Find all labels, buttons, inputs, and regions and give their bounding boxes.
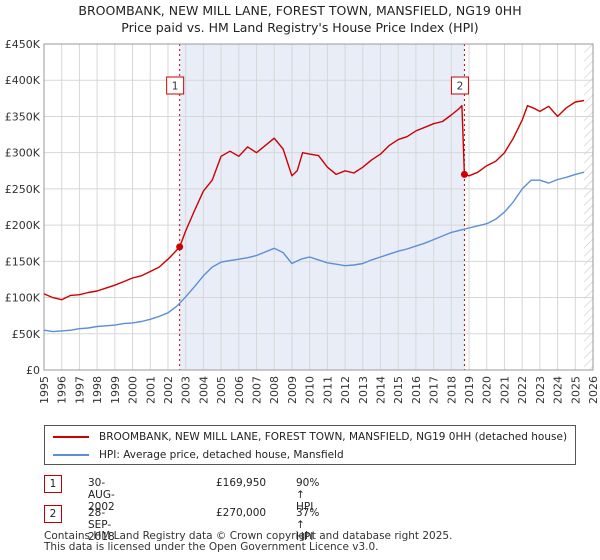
x-tick-label: 2019: [463, 376, 476, 404]
sale-hpi-change: 37% ↑ HPI: [296, 507, 320, 543]
plot-frame: [43, 43, 594, 371]
sale-date: 28-SEP-2018: [88, 507, 115, 543]
ownership-shade: [179, 44, 465, 370]
footer-copyright: Contains HM Land Registry data © Crown c…: [44, 530, 453, 542]
y-tick-label: £100K: [5, 292, 41, 305]
footer-licence: This data is licensed under the Open Gov…: [44, 541, 379, 553]
x-tick-label: 1997: [73, 376, 86, 404]
x-tick-label: 1996: [56, 376, 69, 404]
x-tick-label: 1995: [38, 376, 51, 404]
y-tick-label: £50K: [12, 328, 41, 341]
x-tick-label: 1999: [109, 376, 122, 404]
sale-label-number: 2: [457, 81, 464, 93]
x-tick-label: 2017: [428, 376, 441, 404]
hpi-line: [43, 171, 585, 333]
y-tick-label: £400K: [5, 74, 41, 87]
chart-title: BROOMBANK, NEW MILL LANE, FOREST TOWN, M…: [78, 3, 521, 18]
x-tick-label: 2002: [162, 376, 175, 404]
x-tick-label: 2005: [215, 376, 228, 404]
y-tick-label: £0: [26, 364, 40, 377]
sale-price: £270,000: [216, 507, 267, 519]
x-tick-label: 2013: [357, 376, 370, 404]
legend-swatch-property: [53, 436, 89, 438]
x-tick-label: 2021: [498, 376, 511, 404]
forecast-hatch: [584, 44, 593, 370]
x-tick-label: 2011: [321, 376, 334, 404]
x-tick-label: 2001: [144, 376, 157, 404]
sale-label-number: 1: [172, 81, 179, 93]
x-tick-label: 2014: [374, 376, 387, 404]
y-tick-label: £300K: [5, 147, 41, 160]
x-tick-label: 2007: [251, 376, 264, 404]
x-tick-label: 2020: [481, 376, 494, 404]
plot-area: £0 £50K £100K £150K £200K £250K £300K £350K £400…: [5, 38, 600, 404]
y-tick-label: £350K: [5, 110, 41, 123]
sale-date: 30-AUG-2002: [88, 477, 115, 513]
sale-price: £169,950: [216, 477, 267, 489]
y-tick-label: £250K: [5, 183, 41, 196]
x-tick-label: 2004: [197, 376, 210, 404]
legend: BROOMBANK, NEW MILL LANE, FOREST TOWN, M…: [44, 425, 576, 465]
sale-marker: 1: [44, 475, 62, 493]
x-tick-label: 2012: [339, 376, 352, 404]
x-tick-label: 2022: [516, 376, 529, 404]
y-tick-label: £200K: [5, 219, 41, 232]
sale-point: [176, 243, 184, 251]
x-tick-label: 2006: [233, 376, 246, 404]
chart-subtitle: Price paid vs. HM Land Registry's House …: [121, 20, 478, 35]
legend-swatch-hpi: [53, 454, 89, 456]
x-tick-label: 2015: [392, 376, 405, 404]
x-tick-label: 2023: [534, 376, 547, 404]
legend-label-property: BROOMBANK, NEW MILL LANE, FOREST TOWN, M…: [99, 431, 568, 443]
price-chart: BROOMBANK, NEW MILL LANE, FOREST TOWN, M…: [5, 3, 600, 404]
legend-item-property: BROOMBANK, NEW MILL LANE, FOREST TOWN, M…: [53, 430, 567, 444]
x-tick-label: 2003: [180, 376, 193, 404]
legend-label-hpi: HPI: Average price, detached house, Mans…: [99, 449, 344, 461]
x-tick-label: 1998: [91, 376, 104, 404]
sale-point: [460, 170, 468, 178]
y-tick-label: £150K: [5, 255, 41, 268]
sale-marker: 2: [44, 505, 62, 523]
x-tick-label: 2025: [569, 376, 582, 404]
y-tick-label: £450K: [5, 38, 41, 51]
property-price-line: [43, 99, 585, 301]
sale-label-box: [166, 76, 185, 95]
x-tick-label: 2016: [410, 376, 423, 404]
x-tick-label: 2026: [587, 376, 600, 404]
legend-item-hpi: HPI: Average price, detached house, Mans…: [53, 448, 344, 462]
x-tick-label: 2000: [127, 376, 140, 404]
x-tick-label: 2024: [552, 376, 565, 404]
x-tick-label: 2010: [304, 376, 317, 404]
sale-label-box: [450, 76, 469, 95]
x-tick-label: 2008: [268, 376, 281, 404]
sale-hpi-change: 90% ↑ HPI: [296, 477, 320, 513]
footer-notice: Contains HM Land Registry data © Crown c…: [44, 531, 452, 553]
x-tick-label: 2018: [445, 376, 458, 404]
x-tick-label: 2009: [286, 376, 299, 404]
